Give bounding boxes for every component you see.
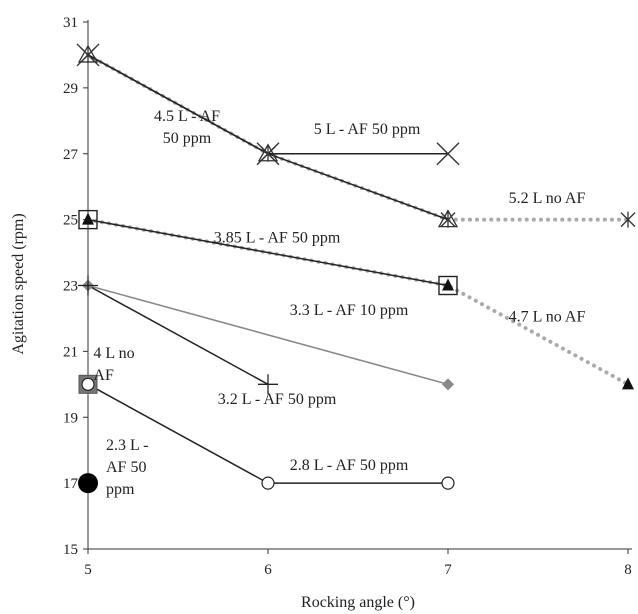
y-tick-label: 25 bbox=[63, 213, 78, 229]
marker-3-3-l-af-10-ppm bbox=[442, 378, 454, 391]
series-markers bbox=[76, 43, 636, 494]
marker-5-l-af-50-ppm-stroke bbox=[76, 43, 100, 67]
y-tick-label: 21 bbox=[63, 344, 78, 360]
x-tick-label: 7 bbox=[444, 562, 452, 578]
marker-5-2-l-no-af bbox=[440, 211, 456, 228]
marker-3-85-l-af-50-ppm-shape bbox=[438, 275, 458, 296]
marker-3-85-l-af-50-ppm-shape bbox=[78, 209, 98, 230]
annotation-label: 5 L - AF 50 ppm bbox=[314, 121, 421, 138]
annotation-label: 4 L no AF bbox=[93, 345, 134, 384]
marker-2-8-l-af-50-ppm-shape bbox=[441, 476, 455, 490]
marker-4-7-l-no-af-shape bbox=[622, 377, 634, 390]
marker-2-3-l-af-50-ppm-shape bbox=[78, 473, 98, 494]
marker-3-3-l-af-10-ppm-shape bbox=[442, 378, 454, 391]
marker-4-7-l-no-af-shape bbox=[82, 212, 94, 225]
marker-2-8-l-af-50-ppm bbox=[81, 377, 95, 391]
y-tick-label: 29 bbox=[63, 81, 78, 97]
series-line-3-2-l-af-50-ppm bbox=[87, 284, 269, 386]
y-tick-label: 31 bbox=[63, 15, 78, 31]
marker-5-l-af-50-ppm bbox=[436, 142, 460, 166]
marker-2-8-l-af-50-ppm-shape bbox=[81, 377, 95, 391]
marker-2-8-l-af-50-ppm-shape bbox=[261, 476, 275, 490]
y-tick-label: 27 bbox=[63, 147, 79, 163]
marker-3-85-l-af-50-ppm bbox=[78, 209, 98, 230]
annotation-label: 5.2 L no AF bbox=[509, 190, 586, 207]
axes: 15 17 19 21 23 25 27 29 31 5 6 7 8 bbox=[63, 15, 632, 578]
annotation-label: 2.8 L - AF 50 ppm bbox=[290, 457, 409, 474]
marker-4-5-l-af-50-ppm-shape bbox=[257, 143, 279, 162]
marker-4-5-l-af-50-ppm bbox=[437, 209, 459, 228]
annotation-label: 4.7 L no AF bbox=[509, 309, 586, 326]
marker-4-7-l-no-af bbox=[622, 377, 634, 390]
marker-3-2-l-af-50-ppm bbox=[78, 275, 98, 296]
marker-3-85-l-af-50-ppm bbox=[438, 275, 458, 296]
y-tick-label: 15 bbox=[63, 542, 78, 558]
marker-4-7-l-no-af-shape bbox=[442, 278, 454, 291]
x-tick-label: 6 bbox=[264, 562, 272, 578]
marker-4-7-l-no-af bbox=[442, 278, 454, 291]
marker-2-3-l-af-50-ppm bbox=[78, 473, 98, 494]
marker-5-2-l-no-af bbox=[620, 211, 636, 228]
annotation-label: 3.3 L - AF 10 ppm bbox=[290, 302, 409, 319]
marker-2-8-l-af-50-ppm bbox=[261, 476, 275, 490]
marker-5-l-af-50-ppm-stroke bbox=[436, 142, 460, 166]
marker-5-l-af-50-ppm bbox=[256, 142, 280, 166]
series-line-3-85-l-af-50-ppm bbox=[87, 218, 449, 287]
marker-5-l-af-50-ppm bbox=[76, 43, 100, 67]
marker-4-5-l-af-50-ppm bbox=[77, 44, 99, 63]
y-tick-label: 19 bbox=[63, 410, 78, 426]
marker-2-8-l-af-50-ppm bbox=[441, 476, 455, 490]
annotation-label: 4.5 L - AF 50 ppm bbox=[154, 108, 220, 147]
x-tick-label: 5 bbox=[84, 562, 92, 578]
y-tick-label: 17 bbox=[63, 476, 79, 492]
marker-4-5-l-af-50-ppm-shape bbox=[77, 44, 99, 63]
annotation-label: 2.3 L -AF 50 ppm bbox=[106, 437, 149, 498]
series-line-3-3-l-af-10-ppm bbox=[87, 284, 449, 386]
y-axis-label: Agitation speed (rpm) bbox=[10, 213, 27, 354]
x-tick-label: 8 bbox=[624, 562, 632, 578]
annotations: 4.5 L - AF 50 ppm 5 L - AF 50 ppm 5.2 L no … bbox=[93, 108, 585, 498]
marker-4-5-l-af-50-ppm bbox=[257, 143, 279, 162]
marker-4-5-l-af-50-ppm-shape bbox=[437, 209, 459, 228]
annotation-label: 3.2 L - AF 50 ppm bbox=[218, 391, 337, 408]
y-tick-label: 23 bbox=[63, 279, 78, 295]
annotation-label: 3.85 L - AF 50 ppm bbox=[214, 230, 341, 247]
marker-5-l-af-50-ppm-stroke bbox=[256, 142, 280, 166]
marker-4-7-l-no-af bbox=[82, 212, 94, 225]
series-line-5-l-af-50-ppm bbox=[87, 54, 449, 155]
x-axis-label: Rocking angle (°) bbox=[301, 594, 415, 611]
marker-3-2-l-af-50-ppm bbox=[258, 374, 278, 395]
